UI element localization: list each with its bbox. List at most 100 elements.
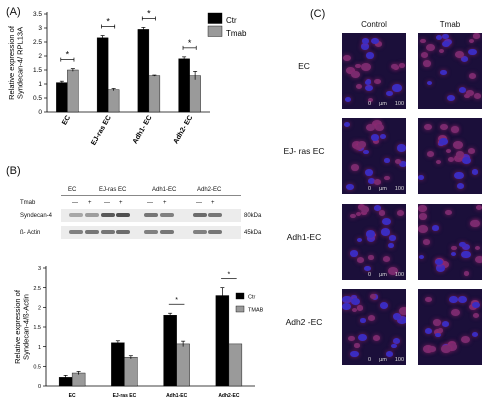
undefined-ytick-label-2: 1 <box>38 81 42 88</box>
blot-band-1-0 <box>69 230 83 234</box>
undefined-bar-ctr-3 <box>215 295 230 387</box>
ihc-cell <box>362 38 370 44</box>
ihc-cell <box>475 255 482 264</box>
undefined-cat-3: Adh2-EC <box>218 393 240 399</box>
ihc-cell <box>464 93 470 99</box>
undefined-legend-label-1: Tmab <box>226 29 247 38</box>
undefined-sig-star-3: * <box>228 272 231 279</box>
blot-band-0-4 <box>144 213 158 217</box>
ihc-cell <box>439 138 448 145</box>
undefined-cat-1: EJ-ras EC <box>90 115 113 147</box>
ihc-cell <box>367 314 375 321</box>
ihc-scale-label-2: 100 <box>394 272 405 278</box>
ihc-cell <box>474 246 480 251</box>
undefined-ytick-label-4: 2 <box>38 306 41 312</box>
blot-tmab-label: Tmab <box>20 200 36 206</box>
ihc-cell <box>453 154 463 162</box>
ihc-cell <box>356 305 364 311</box>
ihc-scale-label-0: 0 <box>368 101 372 107</box>
undefined-cat-2: Adh1- EC <box>132 115 154 146</box>
undefined-sig-star-2: * <box>175 297 178 304</box>
ihc-cell <box>446 94 456 102</box>
undefined-bar-ctr-0 <box>56 82 68 113</box>
ihc-cell <box>388 267 399 276</box>
ihc-scale-label-1: µm <box>379 101 387 107</box>
ihc-cell <box>367 178 376 184</box>
ihc-cell <box>360 62 371 71</box>
ihc-cell <box>384 175 390 181</box>
undefined-ytick-label-1: 0.5 <box>33 365 41 371</box>
undefined-cat-3: Adh2- EC <box>173 115 195 146</box>
ihc-row-label-1: EJ- ras EC <box>283 146 325 156</box>
blot-band-0-0 <box>69 213 83 217</box>
ihc-cell <box>437 328 444 333</box>
ihc-scale-bar: 0 µm 100 <box>368 186 404 192</box>
undefined-ylabel-line2: Syndecan-4/ß-Actin <box>22 294 31 360</box>
ihc-scale-bar: 0 µm 100 <box>368 101 404 107</box>
ihc-cell <box>432 225 440 231</box>
ihc-cell <box>351 71 360 78</box>
ihc-cell <box>450 252 456 257</box>
ihc-cell <box>356 237 363 242</box>
ihc-cell <box>433 329 441 335</box>
ihc-cell <box>471 301 481 309</box>
undefined-bar-tmab-3 <box>189 75 201 113</box>
blot-group-ejras: EJ-ras EC <box>99 187 127 193</box>
ihc-cell <box>373 335 381 341</box>
ihc-cell <box>365 52 374 59</box>
ihc-cell <box>418 205 427 212</box>
ihc-cell <box>425 44 435 52</box>
ihc-scale-label-0: 0 <box>368 272 372 278</box>
ihc-cell <box>468 48 477 56</box>
ihc-cell <box>391 83 402 92</box>
blot-group-adh1: Adh1-EC <box>152 187 177 193</box>
undefined-bar-ctr-2 <box>137 29 150 113</box>
undefined-sig-star-2: * <box>147 8 151 18</box>
ihc-cell <box>390 63 398 70</box>
undefined-bar-tmab-1 <box>107 89 120 113</box>
undefined-bar-tmab-1 <box>124 357 138 387</box>
ihc-cell <box>441 344 452 353</box>
ihc-cell <box>471 332 479 338</box>
undefined-ytick-label-4: 2 <box>38 53 42 60</box>
blot-lane-sign-3: + <box>119 200 123 206</box>
ihc-cell <box>418 254 425 260</box>
ihc-cell <box>461 156 471 165</box>
blot-band-0-1 <box>85 213 99 217</box>
undefined-cat-0: EC <box>69 393 76 399</box>
ihc-image-2-0: 0 µm 100 <box>342 204 406 280</box>
ihc-cell <box>361 210 367 216</box>
ihc-cell <box>367 97 374 103</box>
ihc-image-0-0: 0 µm 100 <box>342 33 406 109</box>
ihc-cell <box>383 158 390 163</box>
blot-band-0-3 <box>116 213 130 217</box>
undefined-ytick-label-7: 3.5 <box>33 11 42 18</box>
ihc-cell <box>392 338 400 344</box>
ihc-cell <box>394 158 402 164</box>
ihc-cell <box>354 63 361 69</box>
undefined-ytick-label-6: 3 <box>38 25 42 32</box>
undefined-legend-label-0: Ctr <box>248 295 256 301</box>
blot-row-syndecan: Syndecan-4 <box>20 213 53 219</box>
ihc-cell <box>466 90 474 97</box>
ihc-cell <box>399 161 406 168</box>
blot-band-1-3 <box>116 230 130 234</box>
blot-band-1-4 <box>144 230 158 234</box>
ihc-cell <box>358 334 368 342</box>
ihc-row-label-0: EC <box>298 61 310 71</box>
ihc-cell <box>423 239 431 245</box>
ihc-cell <box>456 151 465 158</box>
undefined-ylabel-line2: Syndecan-4/ RPL13A <box>16 27 25 99</box>
panel-b-label: (B) <box>6 165 21 177</box>
undefined-legend-label-1: TMAB <box>248 308 264 314</box>
undefined-bar-ctr-1 <box>111 342 125 387</box>
ihc-cell <box>435 159 442 164</box>
undefined-ytick-label-5: 2.5 <box>33 286 41 292</box>
ihc-cell <box>435 332 441 338</box>
ihc-cell <box>468 148 476 154</box>
ihc-scale-bar: 0 µm 100 <box>368 357 404 363</box>
blot-lane-sign-4: — <box>147 200 153 206</box>
ihc-cell <box>391 343 397 349</box>
ihc-cell <box>388 242 394 248</box>
panel-a-label: (A) <box>6 6 21 18</box>
